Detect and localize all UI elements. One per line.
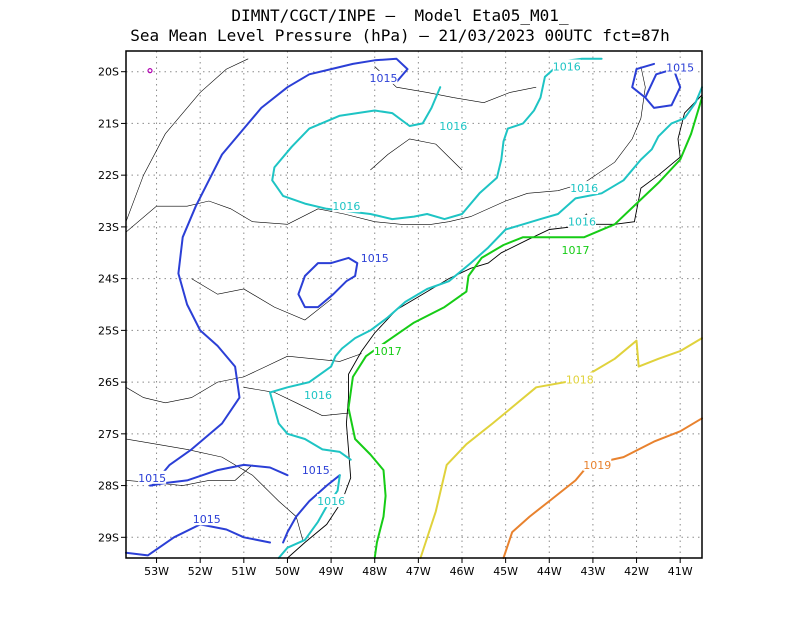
map-title-line2: Sea Mean Level Pressure (hPa) – 21/03/20… — [130, 26, 670, 45]
isobar-label-bg — [373, 344, 402, 358]
lat-tick-label: 28S — [98, 480, 119, 493]
isobar-label-bg — [565, 372, 594, 386]
isobar-label-bg — [332, 199, 361, 213]
state-border — [125, 66, 646, 233]
isobar-label-bg — [369, 70, 398, 84]
isobar-label-bg — [561, 243, 590, 257]
lon-tick-label: 43W — [580, 565, 605, 578]
isobar-1017 — [347, 96, 703, 559]
isobar-label-bg — [304, 388, 332, 402]
isobar-1015 — [282, 474, 341, 544]
marker-dot — [147, 68, 153, 74]
isobar-1018 — [419, 337, 703, 559]
state-border — [370, 138, 463, 171]
isobar-label-1016: 1016 — [570, 182, 598, 195]
isobar-label-bg — [301, 463, 330, 477]
lat-tick-label: 27S — [98, 428, 119, 441]
isobar-1015 — [297, 256, 359, 309]
isobar-1015 — [151, 57, 409, 487]
isobar-label-1016: 1016 — [568, 216, 596, 229]
isobar-label-bg — [360, 250, 389, 264]
state-border — [243, 387, 349, 417]
isobar-label-1016: 1016 — [553, 61, 581, 74]
lon-tick-label: 45W — [493, 565, 518, 578]
isobar-label-1015: 1015 — [666, 62, 694, 75]
lon-tick-label: 42W — [624, 565, 649, 578]
state-border — [125, 353, 362, 404]
isobar-label-1018: 1018 — [566, 374, 594, 387]
isobar-1016 — [277, 474, 341, 559]
isobar-contours — [125, 57, 703, 559]
graticule — [126, 51, 702, 558]
lon-tick-label: 53W — [144, 565, 169, 578]
isobar-1015 — [125, 523, 271, 557]
isobar-label-1015: 1015 — [361, 252, 389, 265]
lon-tick-label: 50W — [275, 565, 300, 578]
lat-tick-label: 22S — [98, 169, 119, 182]
lon-tick-label: 44W — [537, 565, 562, 578]
isobar-label-bg — [138, 470, 167, 484]
lat-tick-label: 26S — [98, 376, 119, 389]
lat-tick-label: 25S — [98, 324, 119, 337]
isobar-label-1015: 1015 — [193, 513, 221, 526]
isobar-label-bg — [666, 60, 695, 74]
isobar-label-1015: 1015 — [138, 472, 166, 485]
isobar-1015 — [631, 62, 682, 109]
lon-tick-label: 47W — [406, 565, 431, 578]
coastline — [287, 94, 703, 559]
lat-tick-label: 20S — [98, 66, 119, 79]
map-frame — [125, 50, 703, 559]
lon-tick-label: 48W — [362, 565, 387, 578]
lat-tick-label: 21S — [98, 117, 119, 130]
axis-labels: 53W 52W 51W 50W 49W 48W 47W 46W 45W 44W 43W 42W 41W 2… — [98, 66, 693, 578]
isobar-label-1015: 1015 — [369, 72, 397, 85]
coastline-path — [287, 94, 703, 559]
isobar-label-bg — [317, 494, 346, 508]
isobar-labels: 1015 1015 1015 1015 1015 1015 1016 1016 1016 1016… — [138, 59, 695, 526]
lon-tick-label: 49W — [319, 565, 344, 578]
isobar-label-bg — [583, 457, 612, 471]
lon-tick-label: 41W — [668, 565, 693, 578]
political-borders — [125, 58, 646, 540]
lon-tick-label: 51W — [231, 565, 256, 578]
lon-tick-label: 46W — [450, 565, 475, 578]
isobar-label-bg — [552, 59, 581, 73]
isobar-label-bg — [568, 214, 596, 228]
lat-tick-label: 29S — [98, 531, 119, 544]
isobar-label-bg — [570, 181, 599, 195]
isobar-label-1016: 1016 — [317, 495, 345, 508]
isobar-label-1015: 1015 — [302, 464, 330, 477]
isobar-1015 — [149, 463, 289, 487]
isobar-1016 — [269, 86, 703, 461]
isobar-1016 — [271, 57, 603, 221]
state-border — [374, 66, 537, 104]
isobar-1019 — [502, 417, 703, 559]
state-border — [191, 278, 332, 321]
isobar-label-1016: 1016 — [304, 389, 332, 402]
isobar-label-1017: 1017 — [561, 244, 589, 257]
lon-tick-label: 52W — [188, 565, 213, 578]
station-marker — [147, 68, 153, 74]
isobar-label-bg — [439, 119, 468, 133]
map-title-line1: DIMNT/CGCT/INPE – Model Eta05_M01_ — [231, 6, 569, 25]
isobar-label-1016: 1016 — [439, 120, 467, 133]
state-border — [125, 58, 249, 222]
isobar-label-1017: 1017 — [374, 345, 402, 358]
isobar-label-1019: 1019 — [583, 459, 611, 472]
isobar-label-1016: 1016 — [332, 200, 360, 213]
lat-tick-label: 23S — [98, 221, 119, 234]
lat-tick-label: 24S — [98, 273, 119, 286]
isobar-label-bg — [192, 512, 221, 526]
